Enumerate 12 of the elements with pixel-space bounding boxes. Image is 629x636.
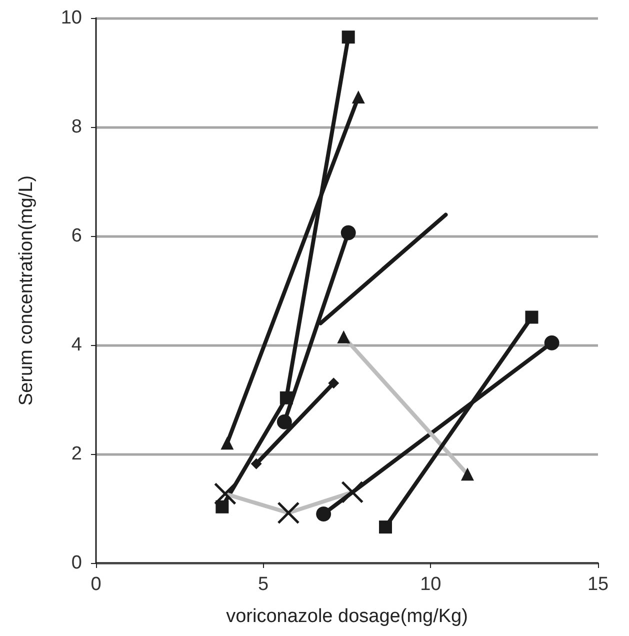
- x-axis-title: voriconazole dosage(mg/Kg): [226, 606, 468, 627]
- y-tick-label: 0: [71, 552, 82, 574]
- y-tick-label: 2: [71, 444, 82, 464]
- x-tick-label: 10: [420, 574, 442, 595]
- x-tick-label: 15: [587, 574, 609, 595]
- x-tick-label: 5: [258, 574, 269, 595]
- y-axis-title: Serum concentration(mg/L): [16, 175, 37, 406]
- y-tick-label: 8: [71, 116, 82, 138]
- y-tick-label: 10: [60, 8, 82, 28]
- y-tick-label: 6: [71, 226, 82, 246]
- y-tick-label: 4: [71, 334, 82, 356]
- x-tick-label: 0: [90, 574, 102, 595]
